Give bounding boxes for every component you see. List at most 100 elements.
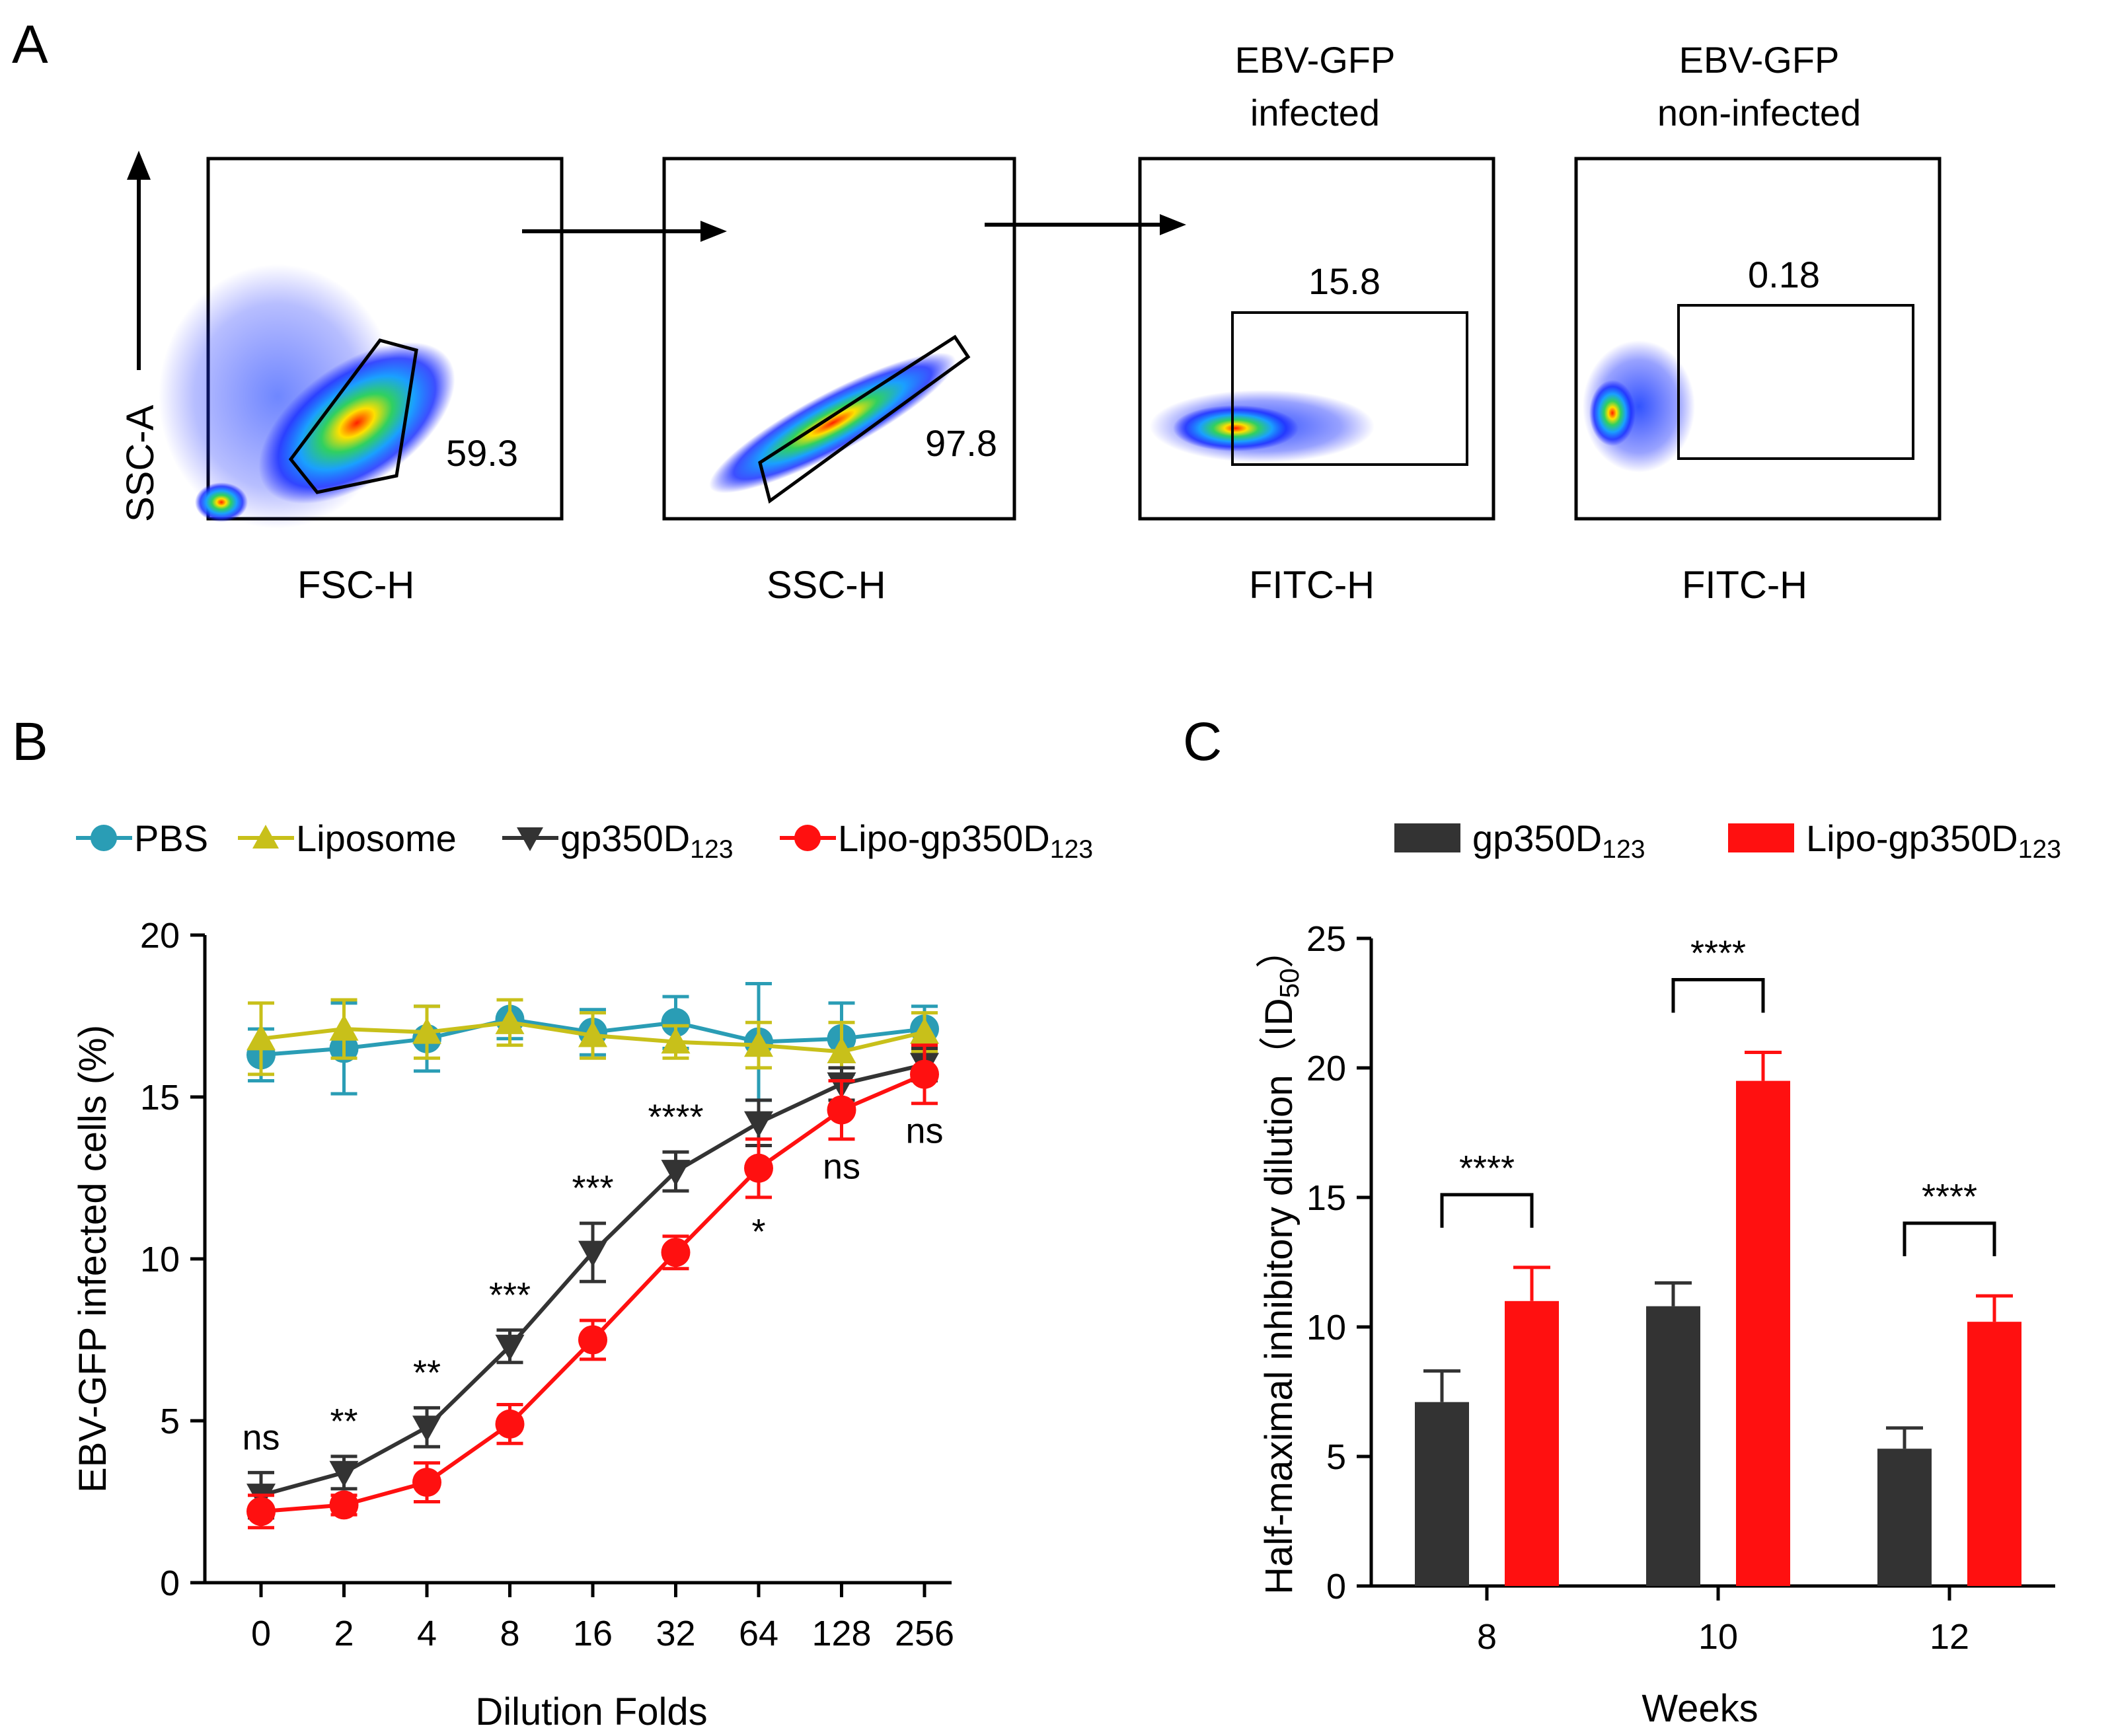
series-liposome — [246, 998, 939, 1082]
x-tick-label: 8 — [1477, 1617, 1497, 1657]
data-point — [910, 1059, 939, 1089]
panel-b: B PBS Liposome gp350D123 Lipo-gp350D123 0 5 1… — [12, 712, 1093, 1733]
significance-label: *** — [489, 1275, 531, 1315]
data-point — [661, 1008, 691, 1038]
x-label-fsc: FSC-H — [297, 564, 414, 607]
y-tick-label: 25 — [1306, 919, 1346, 959]
data-point — [578, 1020, 607, 1047]
gate-value-non-infected: 0.18 — [1748, 254, 1820, 295]
bar-lipo-gp350d-week-10 — [1736, 1080, 1790, 1586]
x-label-ssc: SSC-H — [767, 564, 886, 607]
y-axis-title: Half-maximal inhibitory dilution（ID50） — [1255, 930, 1305, 1595]
y-tick-label: 5 — [160, 1402, 180, 1441]
data-point — [661, 1238, 691, 1267]
significance-label: *** — [572, 1168, 613, 1208]
data-point — [910, 1018, 939, 1044]
significance-label: ns — [242, 1417, 280, 1457]
x-tick-label: 64 — [739, 1614, 778, 1653]
flow-plot-infected: EBV-GFP infected 15.8 FITC-H — [1138, 39, 1495, 607]
x-axis-title: Dilution Folds — [475, 1690, 707, 1733]
x-axis-title: Weeks — [1642, 1687, 1758, 1730]
y-tick-label: 15 — [140, 1078, 180, 1117]
data-point — [329, 1460, 359, 1488]
x-tick-label: 4 — [417, 1614, 437, 1653]
data-point — [495, 1008, 525, 1034]
line-chart-axes: 0 5 10 15 20 0 2 4 8 16 32 64 128 256 Dilution Folds EB… — [71, 916, 954, 1733]
significance-label: **** — [1922, 1177, 1977, 1217]
legend-swatch — [1728, 823, 1794, 852]
y-tick-label: 0 — [1326, 1567, 1346, 1606]
flow-plot-ssc: 97.8 SSC-H — [662, 157, 1016, 607]
x-label-fitc-2: FITC-H — [1682, 564, 1807, 607]
y-tick-label: 15 — [1306, 1178, 1346, 1218]
bar-chart-axes: 0 5 10 15 20 25 8 10 12 Weeks Half-maximal inhibit… — [1255, 919, 2055, 1730]
data-point — [246, 1024, 276, 1051]
significance-bracket — [1903, 1221, 1996, 1256]
bar-gp350d-week-8 — [1415, 1402, 1469, 1586]
data-point — [661, 1160, 691, 1186]
data-point — [495, 1334, 525, 1361]
data-point — [661, 1027, 691, 1054]
bar-gp350d-week-12 — [1877, 1449, 1932, 1586]
y-tick-label: 10 — [1306, 1308, 1346, 1347]
x-label-fitc-1: FITC-H — [1249, 564, 1375, 607]
legend-marker — [91, 825, 117, 851]
x-tick-label: 128 — [812, 1614, 871, 1653]
data-point — [412, 1468, 441, 1497]
gate-polygon-fsc — [288, 338, 418, 494]
significance-label: * — [751, 1212, 765, 1252]
data-point — [495, 1409, 525, 1439]
gate-value-ssc: 97.8 — [925, 422, 997, 464]
x-tick-label: 12 — [1930, 1617, 1969, 1657]
x-tick-label: 0 — [251, 1614, 271, 1653]
bar-chart-legend: gp350D123 Lipo-gp350D123 — [1394, 817, 2061, 864]
series-lipo-gp350d123 — [246, 1043, 939, 1530]
y-tick-label: 5 — [1326, 1437, 1346, 1477]
ssc-a-label: SSC-A — [119, 404, 162, 522]
legend-marker — [252, 825, 279, 849]
significance-label: **** — [1459, 1149, 1515, 1188]
gate-polygon-ssc — [758, 334, 971, 504]
data-point — [246, 1497, 276, 1527]
x-tick-label: 256 — [895, 1614, 954, 1653]
ssc-a-arrow-head — [127, 151, 151, 180]
legend-label: Liposome — [296, 817, 457, 859]
bar-chart-bars — [1415, 1050, 2021, 1586]
panel-b-letter: B — [12, 712, 48, 772]
gate-value-fsc: 59.3 — [446, 432, 518, 474]
legend-marker — [794, 825, 821, 851]
bar-lipo-gp350d-week-8 — [1505, 1301, 1559, 1586]
significance-label: **** — [648, 1097, 703, 1137]
significance-label: **** — [1690, 933, 1746, 973]
line-chart-series — [246, 982, 939, 1530]
data-point — [412, 1415, 441, 1442]
data-point — [827, 1037, 856, 1063]
legend-label: gp350D123 — [1472, 817, 1645, 864]
significance-bracket — [1440, 1193, 1534, 1228]
series-line — [260, 1072, 926, 1514]
flow-plot-non-infected: EBV-GFP non-infected 0.18 FITC-H — [1574, 39, 1942, 607]
panel-a: A SSC-A 59.3 FSC-H 97.8 SSC-H — [12, 15, 1942, 607]
bar-lipo-gp350d-week-12 — [1967, 1322, 2021, 1586]
x-tick-label: 2 — [334, 1614, 354, 1653]
significance-label: ** — [413, 1353, 441, 1392]
data-point — [578, 1325, 607, 1355]
y-tick-label: 20 — [140, 916, 180, 956]
bar-chart-significance: **** **** **** — [1440, 933, 1996, 1256]
title-infected-line2: infected — [1250, 92, 1380, 133]
y-tick-label: 10 — [140, 1240, 180, 1279]
gate-value-infected: 15.8 — [1308, 260, 1380, 302]
significance-label: ns — [905, 1112, 943, 1151]
gate-rect-infected — [1231, 311, 1468, 466]
significance-bracket — [1671, 977, 1765, 1013]
data-point — [744, 1030, 773, 1057]
data-point — [744, 1111, 773, 1138]
legend-label: PBS — [134, 817, 208, 859]
data-point — [578, 1240, 607, 1267]
legend-label: Lipo-gp350D123 — [838, 817, 1093, 864]
data-point — [744, 1153, 773, 1183]
legend-swatch — [1394, 823, 1460, 852]
title-non-infected-line1: EBV-GFP — [1679, 39, 1840, 81]
